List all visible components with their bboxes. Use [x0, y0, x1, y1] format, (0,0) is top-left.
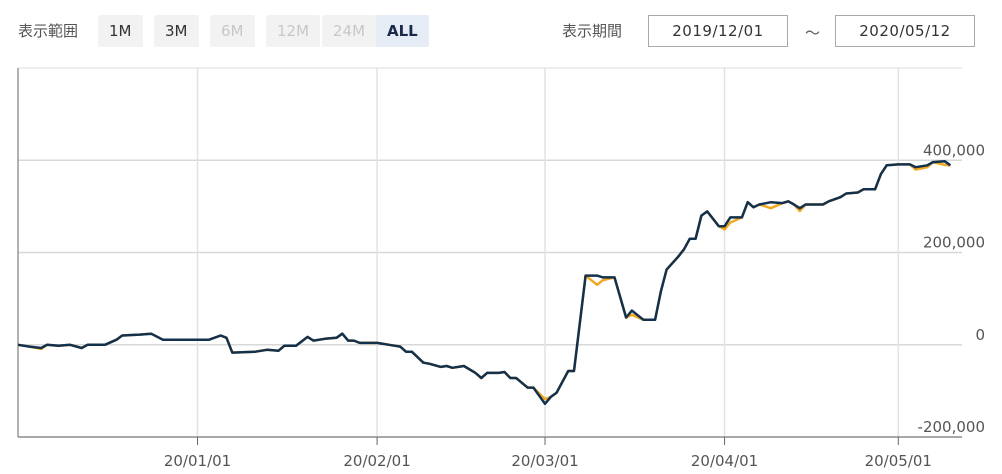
x-tick-label: 20/04/01	[691, 452, 758, 470]
y-tick-label: 0	[975, 326, 985, 344]
range-button: 24M	[322, 15, 377, 47]
series-line	[17, 160, 951, 401]
y-tick-label: -200,000	[918, 418, 985, 436]
x-tick-label: 20/02/01	[343, 452, 410, 470]
y-tick-label: 200,000	[923, 234, 985, 252]
range-button[interactable]: 3M	[154, 15, 199, 47]
series-line	[17, 159, 952, 406]
period-label: 表示期間	[562, 22, 623, 40]
x-tick-label: 20/01/01	[164, 452, 231, 470]
range-button: 6M	[210, 15, 255, 47]
range-button: 12M	[266, 15, 321, 47]
separator: ～	[805, 24, 821, 42]
range-button[interactable]: 1M	[98, 15, 143, 47]
range-button[interactable]: ALL	[376, 15, 429, 47]
x-tick-label: 20/03/01	[511, 452, 578, 470]
x-tick-label: 20/05/01	[865, 452, 932, 470]
start-date[interactable]: 2019/12/01	[648, 15, 788, 47]
y-tick-label: 400,000	[923, 141, 985, 159]
end-date[interactable]: 2020/05/12	[835, 15, 975, 47]
range-label: 表示範囲	[18, 22, 79, 40]
